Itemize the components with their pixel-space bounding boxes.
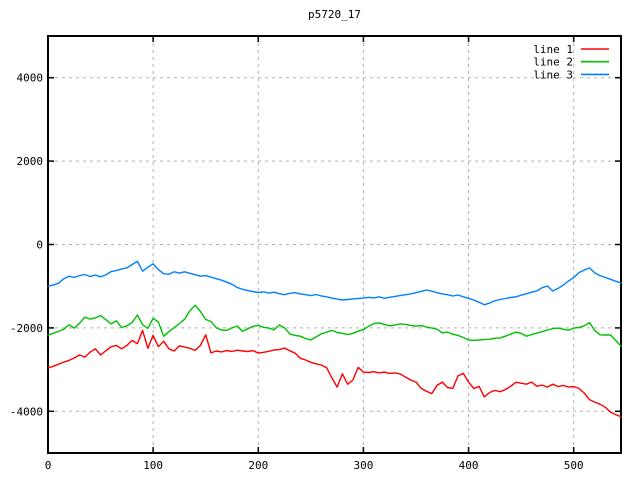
legend-label-2: line 2: [533, 56, 573, 69]
chart-title: p5720_17: [308, 8, 361, 21]
y-tick-label: -4000: [10, 405, 43, 418]
series-line-3: [47, 260, 622, 306]
y-tick-label: 4000: [17, 72, 44, 85]
x-tick-label: 0: [45, 459, 52, 472]
legend-label-3: line 3: [533, 68, 573, 81]
legend-label-1: line 1: [533, 43, 573, 56]
x-tick-label: 200: [248, 459, 268, 472]
y-tick-label: 0: [36, 239, 43, 252]
y-tick-label: 2000: [17, 155, 44, 168]
x-tick-label: 400: [459, 459, 479, 472]
series-line-2: [47, 304, 622, 347]
x-tick-label: 500: [564, 459, 584, 472]
y-tick-label: -2000: [10, 322, 43, 335]
x-tick-label: 100: [143, 459, 163, 472]
x-tick-label: 300: [353, 459, 373, 472]
series-line-1: [47, 329, 622, 418]
